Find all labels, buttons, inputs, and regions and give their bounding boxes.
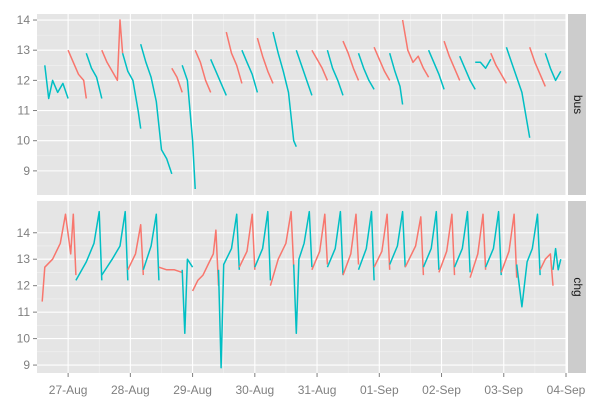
panel-bus: 9 10 11 12 13 14 bus [17,13,586,195]
x-tick-label: 27-Aug [49,383,88,397]
y-tick-label: 11 [18,305,31,319]
facet-strip [568,14,586,195]
series-segment-teal [181,258,194,335]
series-segment-teal [515,213,541,308]
series-segment-salmon [404,216,425,276]
y-tick-label: 9 [23,358,30,372]
x-tick-label: 04-Sep [547,383,586,397]
series-segment-teal [326,49,344,96]
series-segment-teal [422,210,440,270]
series-segment-salmon [238,213,256,270]
series-segment-teal [427,49,445,90]
series-segment-salmon [539,253,554,286]
series-segment-teal [357,52,375,90]
facet-label: chg [571,277,585,296]
panel-chg: 9 10 11 12 13 14 chg [17,201,586,373]
series-segment-salmon [191,229,220,292]
panel-background [37,201,566,373]
y-tick-label: 12 [17,73,31,87]
series-segment-teal [139,43,173,175]
series-segment-teal [459,55,476,90]
y-tick-label: 12 [17,279,31,293]
series-segment-salmon [311,213,329,271]
series-segment-teal [75,210,103,281]
facet-label: bus [571,95,585,114]
series-segment-salmon [256,37,274,84]
series-segment-salmon [311,49,329,81]
series-segment-salmon [342,40,360,81]
series-segment-salmon [373,213,391,270]
series-segment-salmon [373,46,391,81]
series-segment-teal [388,52,404,105]
x-tick-label: 02-Sep [422,383,461,397]
x-tick-label: 29-Aug [173,383,212,397]
x-tick-label: 31-Aug [298,383,337,397]
series-segment-teal [121,52,142,129]
x-tick-label: 28-Aug [111,383,150,397]
series-segment-salmon [158,266,183,274]
x-tick-label: 30-Aug [235,383,274,397]
series-segment-salmon [225,31,243,84]
series-segment-salmon [67,49,88,99]
facet-strip [568,201,586,373]
series-segment-teal [44,65,69,100]
series-segment-teal [475,58,492,70]
x-tick-label: 01-Sep [360,383,399,397]
series-segment-teal [295,49,313,96]
series-segment-teal [254,210,272,281]
series-segment-salmon [528,46,546,87]
series-segment-teal [142,213,160,281]
x-tick-label: 03-Sep [484,383,523,397]
series-segment-salmon [171,67,183,93]
series-segment-teal [101,210,129,281]
series-segment-teal [292,210,313,335]
y-tick-label: 13 [17,43,31,57]
series-segment-teal [544,52,562,82]
series-segment-teal [453,210,471,273]
series-segment-salmon [469,213,487,278]
series-segment-teal [505,46,531,138]
series-segment-teal [241,49,259,93]
series-segment-salmon [401,19,430,78]
series-segment-salmon [342,213,360,276]
series-segment-salmon [194,49,212,93]
series-segment-teal [217,213,241,369]
series-lines [44,19,562,190]
series-segment-teal [85,52,103,99]
series-segment-teal [210,59,227,96]
panel-background [37,14,566,195]
series-segment-salmon [127,224,145,276]
y-tick-label: 10 [17,332,31,346]
series-segment-salmon [438,213,456,276]
y-tick-label: 14 [17,13,31,27]
series-lines [41,210,562,369]
series-segment-salmon [41,213,77,302]
y-tick-label: 14 [17,226,31,240]
series-segment-teal [326,210,344,276]
y-tick-label: 11 [18,104,31,118]
y-tick-label: 13 [17,252,31,266]
y-tick-label: 9 [23,164,30,178]
series-segment-salmon [500,213,518,278]
series-segment-salmon [490,52,508,84]
series-segment-teal [484,210,502,276]
series-segment-teal [272,31,297,147]
series-segment-salmon [443,40,461,81]
series-segment-salmon [101,19,124,82]
series-segment-teal [389,210,406,268]
series-segment-teal [357,210,375,281]
series-segment-salmon [269,210,295,286]
y-tick-label: 10 [17,134,31,148]
x-axis: 27-Aug 28-Aug 29-Aug 30-Aug 31-Aug 01-Sep 02-S… [49,373,586,397]
series-segment-teal [552,247,562,271]
series-segment-teal [181,65,196,190]
